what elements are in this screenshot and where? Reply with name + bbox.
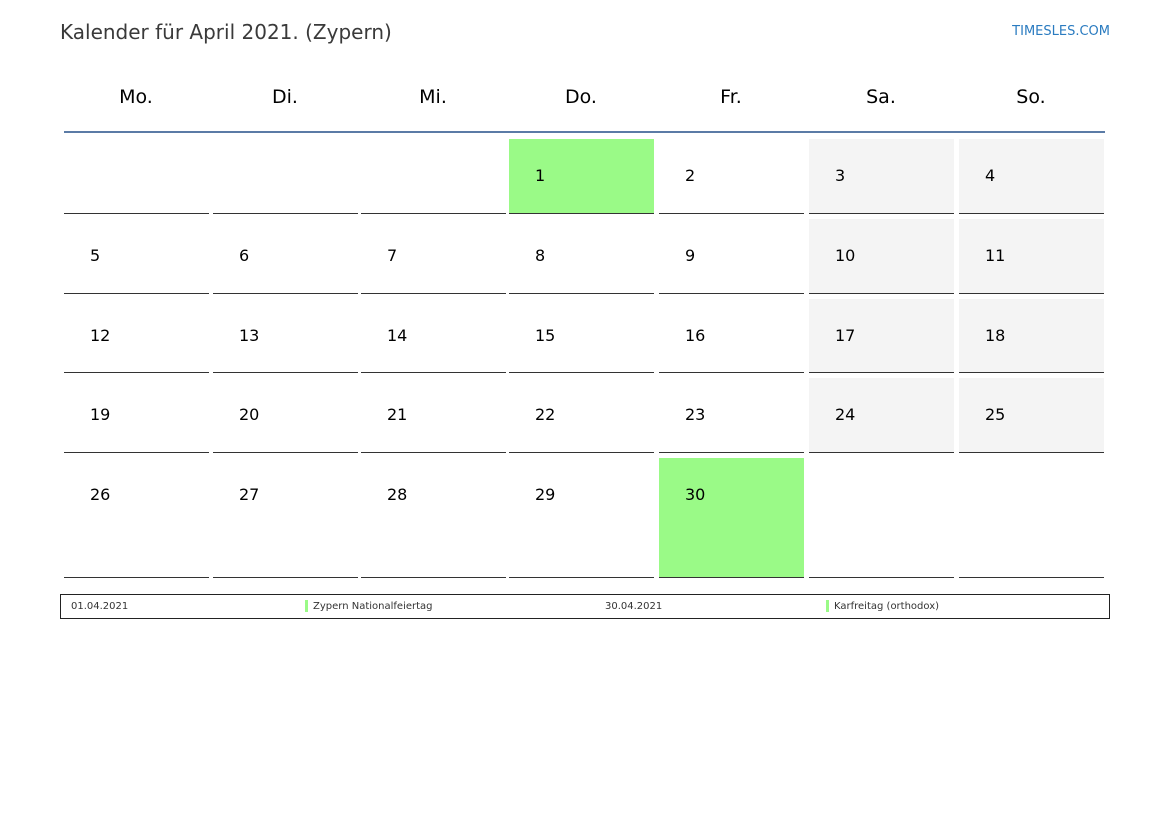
legend-name: Karfreitag (orthodox) xyxy=(834,601,940,612)
day-number: 6 xyxy=(239,246,250,265)
day-number: 29 xyxy=(535,485,556,504)
weekday-header: Do. xyxy=(565,86,597,108)
day-cell[interactable]: 20 xyxy=(213,378,358,453)
weekday-header: Fr. xyxy=(720,86,742,108)
weekday-header: Mi. xyxy=(419,86,447,108)
day-number: 23 xyxy=(685,405,706,424)
day-number: 17 xyxy=(835,326,856,345)
day-cell[interactable]: 10 xyxy=(809,219,954,294)
day-number: 1 xyxy=(535,166,546,185)
weekday-header: Mo. xyxy=(119,86,153,108)
day-number: 5 xyxy=(90,246,101,265)
day-cell[interactable]: 16 xyxy=(659,299,804,373)
day-number: 18 xyxy=(985,326,1006,345)
day-number: 19 xyxy=(90,405,111,424)
day-cell[interactable]: 11 xyxy=(959,219,1104,294)
day-cell[interactable]: 2 xyxy=(659,139,804,214)
day-number: 30 xyxy=(685,485,706,504)
weekday-header: So. xyxy=(1016,86,1046,108)
day-cell[interactable]: 27 xyxy=(213,458,358,578)
day-cell[interactable]: 6 xyxy=(213,219,358,294)
day-number: 20 xyxy=(239,405,260,424)
day-cell[interactable]: 12 xyxy=(64,299,209,373)
day-number: 22 xyxy=(535,405,556,424)
day-number: 4 xyxy=(985,166,996,185)
day-cell[interactable]: 18 xyxy=(959,299,1104,373)
holiday-color-marker xyxy=(305,600,308,612)
empty-cell xyxy=(361,139,506,214)
day-number: 9 xyxy=(685,246,696,265)
day-cell[interactable]: 29 xyxy=(509,458,654,578)
day-cell[interactable]: 21 xyxy=(361,378,506,453)
day-cell[interactable]: 23 xyxy=(659,378,804,453)
day-number: 15 xyxy=(535,326,556,345)
day-number: 7 xyxy=(387,246,398,265)
day-number: 16 xyxy=(685,326,706,345)
holiday-legend: 01.04.2021 Zypern Nationalfeiertag 30.04… xyxy=(60,594,1110,619)
day-cell[interactable]: 9 xyxy=(659,219,804,294)
page-title: Kalender für April 2021. (Zypern) xyxy=(60,20,392,44)
day-cell[interactable]: 13 xyxy=(213,299,358,373)
legend-date: 30.04.2021 xyxy=(605,601,663,612)
day-cell[interactable]: 4 xyxy=(959,139,1104,214)
day-cell[interactable]: 30 xyxy=(659,458,804,578)
day-cell[interactable]: 26 xyxy=(64,458,209,578)
empty-cell xyxy=(959,458,1104,578)
day-cell[interactable]: 15 xyxy=(509,299,654,373)
day-number: 27 xyxy=(239,485,260,504)
day-number: 21 xyxy=(387,405,408,424)
day-number: 8 xyxy=(535,246,546,265)
day-number: 25 xyxy=(985,405,1006,424)
day-number: 2 xyxy=(685,166,696,185)
legend-date: 01.04.2021 xyxy=(71,601,129,612)
day-cell[interactable]: 22 xyxy=(509,378,654,453)
day-number: 13 xyxy=(239,326,260,345)
day-number: 26 xyxy=(90,485,111,504)
day-cell[interactable]: 7 xyxy=(361,219,506,294)
day-number: 14 xyxy=(387,326,408,345)
weekday-header: Sa. xyxy=(866,86,896,108)
day-cell[interactable]: 19 xyxy=(64,378,209,453)
day-number: 24 xyxy=(835,405,856,424)
empty-cell xyxy=(64,139,209,214)
day-cell[interactable]: 17 xyxy=(809,299,954,373)
day-cell[interactable]: 3 xyxy=(809,139,954,214)
day-number: 28 xyxy=(387,485,408,504)
empty-cell xyxy=(213,139,358,214)
brand-link[interactable]: TIMESLES.COM xyxy=(1012,24,1110,39)
day-number: 3 xyxy=(835,166,846,185)
day-number: 11 xyxy=(985,246,1006,265)
header-divider xyxy=(64,131,1105,133)
empty-cell xyxy=(809,458,954,578)
day-cell[interactable]: 1 xyxy=(509,139,654,214)
day-number: 10 xyxy=(835,246,856,265)
day-cell[interactable]: 8 xyxy=(509,219,654,294)
day-number: 12 xyxy=(90,326,111,345)
day-cell[interactable]: 28 xyxy=(361,458,506,578)
weekday-header: Di. xyxy=(272,86,298,108)
holiday-color-marker xyxy=(826,600,829,612)
day-cell[interactable]: 24 xyxy=(809,378,954,453)
legend-name: Zypern Nationalfeiertag xyxy=(313,601,433,612)
day-cell[interactable]: 5 xyxy=(64,219,209,294)
day-cell[interactable]: 14 xyxy=(361,299,506,373)
day-cell[interactable]: 25 xyxy=(959,378,1104,453)
